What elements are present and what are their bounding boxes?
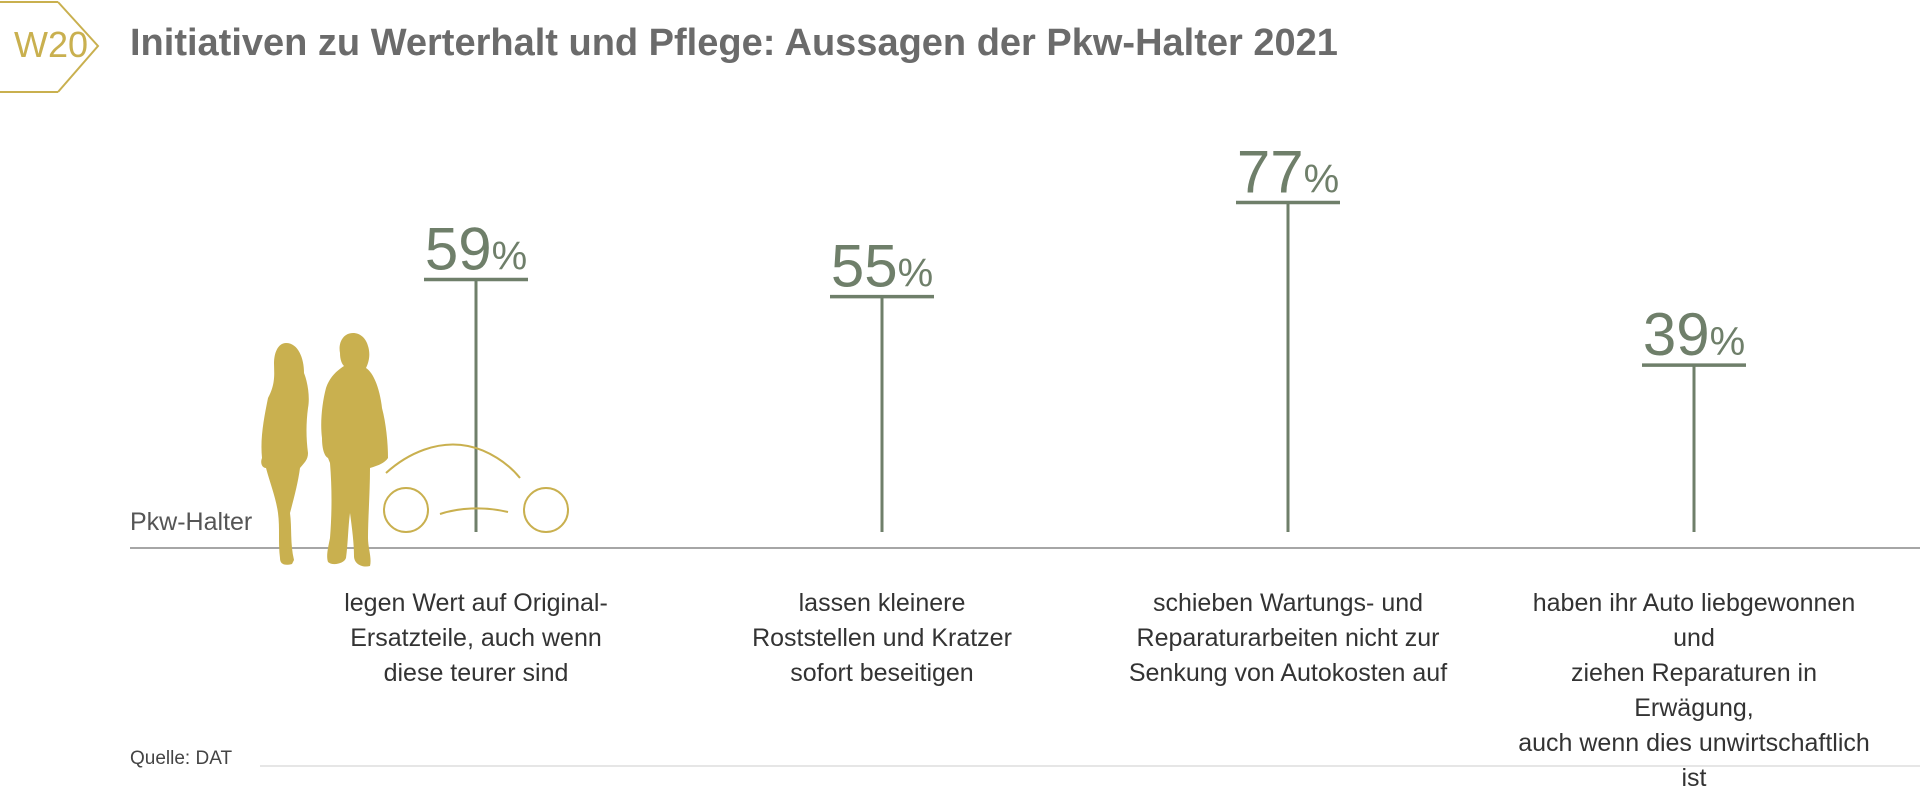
data-label: 39% xyxy=(1643,301,1745,368)
chart-title: Initiativen zu Werterhalt und Pflege: Au… xyxy=(130,22,1338,64)
chart: 59% 55% 77% 39% xyxy=(130,138,1920,767)
series-label: Pkw-Halter xyxy=(130,508,253,536)
people-car-illustration xyxy=(261,333,569,567)
category-label: lassen kleinere Roststellen und Kratzer … xyxy=(752,589,1012,687)
chart-number-badge: W20 xyxy=(0,0,110,95)
data-label: 59% xyxy=(425,215,527,282)
chevron-icon xyxy=(0,1,100,93)
category-label: legen Wert auf Original- Ersatzteile, au… xyxy=(344,589,608,687)
data-label: 55% xyxy=(831,233,933,300)
data-label: 77% xyxy=(1237,138,1339,205)
source-note: Quelle: DAT xyxy=(130,748,233,769)
category-label: schieben Wartungs- und Reparaturarbeiten… xyxy=(1128,589,1448,687)
category-label: haben ihr Auto liebgewonnen und ziehen R… xyxy=(1518,589,1870,792)
badge-label: W20 xyxy=(14,24,89,65)
